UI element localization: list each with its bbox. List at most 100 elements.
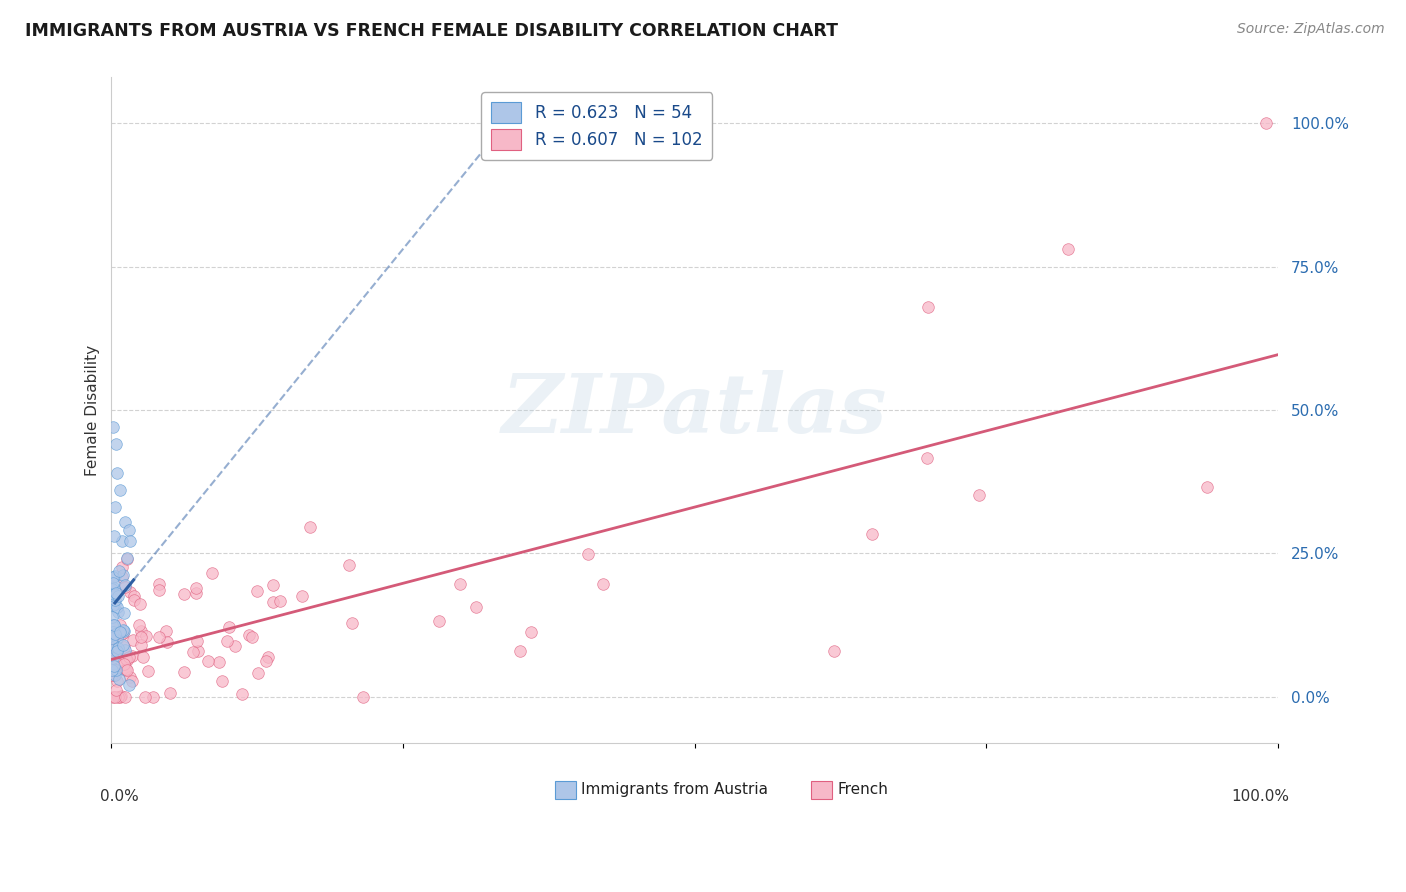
Point <box>105 466 128 480</box>
Point <box>262 578 284 592</box>
Point <box>110 618 132 632</box>
Point <box>104 647 127 661</box>
Point <box>1197 480 1219 494</box>
Point <box>465 599 488 614</box>
Point <box>105 644 128 658</box>
Point <box>122 633 145 648</box>
Point <box>917 300 939 314</box>
Point <box>115 662 138 676</box>
Point <box>427 614 450 628</box>
Point <box>148 582 170 597</box>
Point <box>215 634 238 648</box>
Point <box>108 483 131 498</box>
Point <box>121 649 143 664</box>
Point <box>111 570 134 584</box>
Point <box>122 589 145 603</box>
FancyBboxPatch shape <box>554 781 575 799</box>
Point <box>101 570 124 584</box>
Point <box>114 515 136 529</box>
Point <box>107 589 129 603</box>
Point <box>592 577 614 591</box>
Point <box>104 690 127 704</box>
Point <box>114 640 136 654</box>
Point <box>104 593 127 607</box>
Point <box>257 650 280 665</box>
Point <box>211 673 233 688</box>
Point <box>352 690 374 704</box>
Point <box>969 488 991 502</box>
Point <box>111 560 134 574</box>
Point <box>104 597 127 611</box>
Y-axis label: Female Disability: Female Disability <box>86 344 100 475</box>
Point <box>107 564 129 578</box>
Point <box>107 606 129 620</box>
Point <box>142 690 165 704</box>
Point <box>108 690 131 704</box>
Point <box>1254 116 1277 130</box>
Point <box>101 624 124 639</box>
Text: Source: ZipAtlas.com: Source: ZipAtlas.com <box>1237 22 1385 37</box>
Point <box>101 631 124 645</box>
Point <box>118 524 141 538</box>
Point <box>337 558 360 573</box>
Point <box>207 655 229 669</box>
Text: 0.0%: 0.0% <box>100 789 139 804</box>
Point <box>173 587 195 601</box>
Point <box>269 593 291 607</box>
Point <box>246 665 269 680</box>
Point <box>105 673 128 688</box>
Point <box>101 420 124 434</box>
Text: 100.0%: 100.0% <box>1232 789 1289 804</box>
Point <box>103 628 125 642</box>
Point <box>111 533 134 548</box>
Point <box>101 668 124 682</box>
Point <box>107 624 129 639</box>
Point <box>231 687 253 701</box>
Point <box>509 644 531 658</box>
Text: IMMIGRANTS FROM AUSTRIA VS FRENCH FEMALE DISABILITY CORRELATION CHART: IMMIGRANTS FROM AUSTRIA VS FRENCH FEMALE… <box>25 22 838 40</box>
Point <box>115 651 138 665</box>
Point <box>107 690 129 704</box>
Point <box>520 624 543 639</box>
Point <box>103 659 125 673</box>
Point <box>100 618 122 632</box>
Point <box>111 567 134 582</box>
Point <box>101 632 124 646</box>
Point <box>159 686 181 700</box>
Point <box>103 587 125 601</box>
Point <box>112 624 135 638</box>
Point <box>111 623 134 637</box>
Point <box>148 630 170 644</box>
Point <box>576 547 599 561</box>
Legend: R = 0.623   N = 54, R = 0.607   N = 102: R = 0.623 N = 54, R = 0.607 N = 102 <box>481 93 713 160</box>
Point <box>218 620 240 634</box>
Point <box>114 642 136 657</box>
Point <box>104 639 127 653</box>
Point <box>107 656 129 670</box>
Point <box>291 590 314 604</box>
Point <box>155 624 177 639</box>
Point <box>120 670 142 684</box>
Point <box>340 615 363 630</box>
Point <box>114 690 136 704</box>
Point <box>114 580 136 594</box>
Point <box>103 618 125 632</box>
Point <box>103 529 125 543</box>
Point <box>118 534 141 549</box>
Point <box>112 606 135 620</box>
FancyBboxPatch shape <box>811 781 832 799</box>
Point <box>103 642 125 657</box>
Point <box>197 654 219 668</box>
Point <box>134 690 156 704</box>
Point <box>107 631 129 645</box>
Point <box>187 644 209 658</box>
Point <box>104 568 127 582</box>
Point <box>128 618 150 632</box>
Point <box>100 610 122 624</box>
Point <box>156 634 179 648</box>
Point <box>129 630 152 644</box>
Point <box>104 437 127 451</box>
Point <box>105 586 128 600</box>
Point <box>238 627 260 641</box>
Point <box>254 654 277 668</box>
